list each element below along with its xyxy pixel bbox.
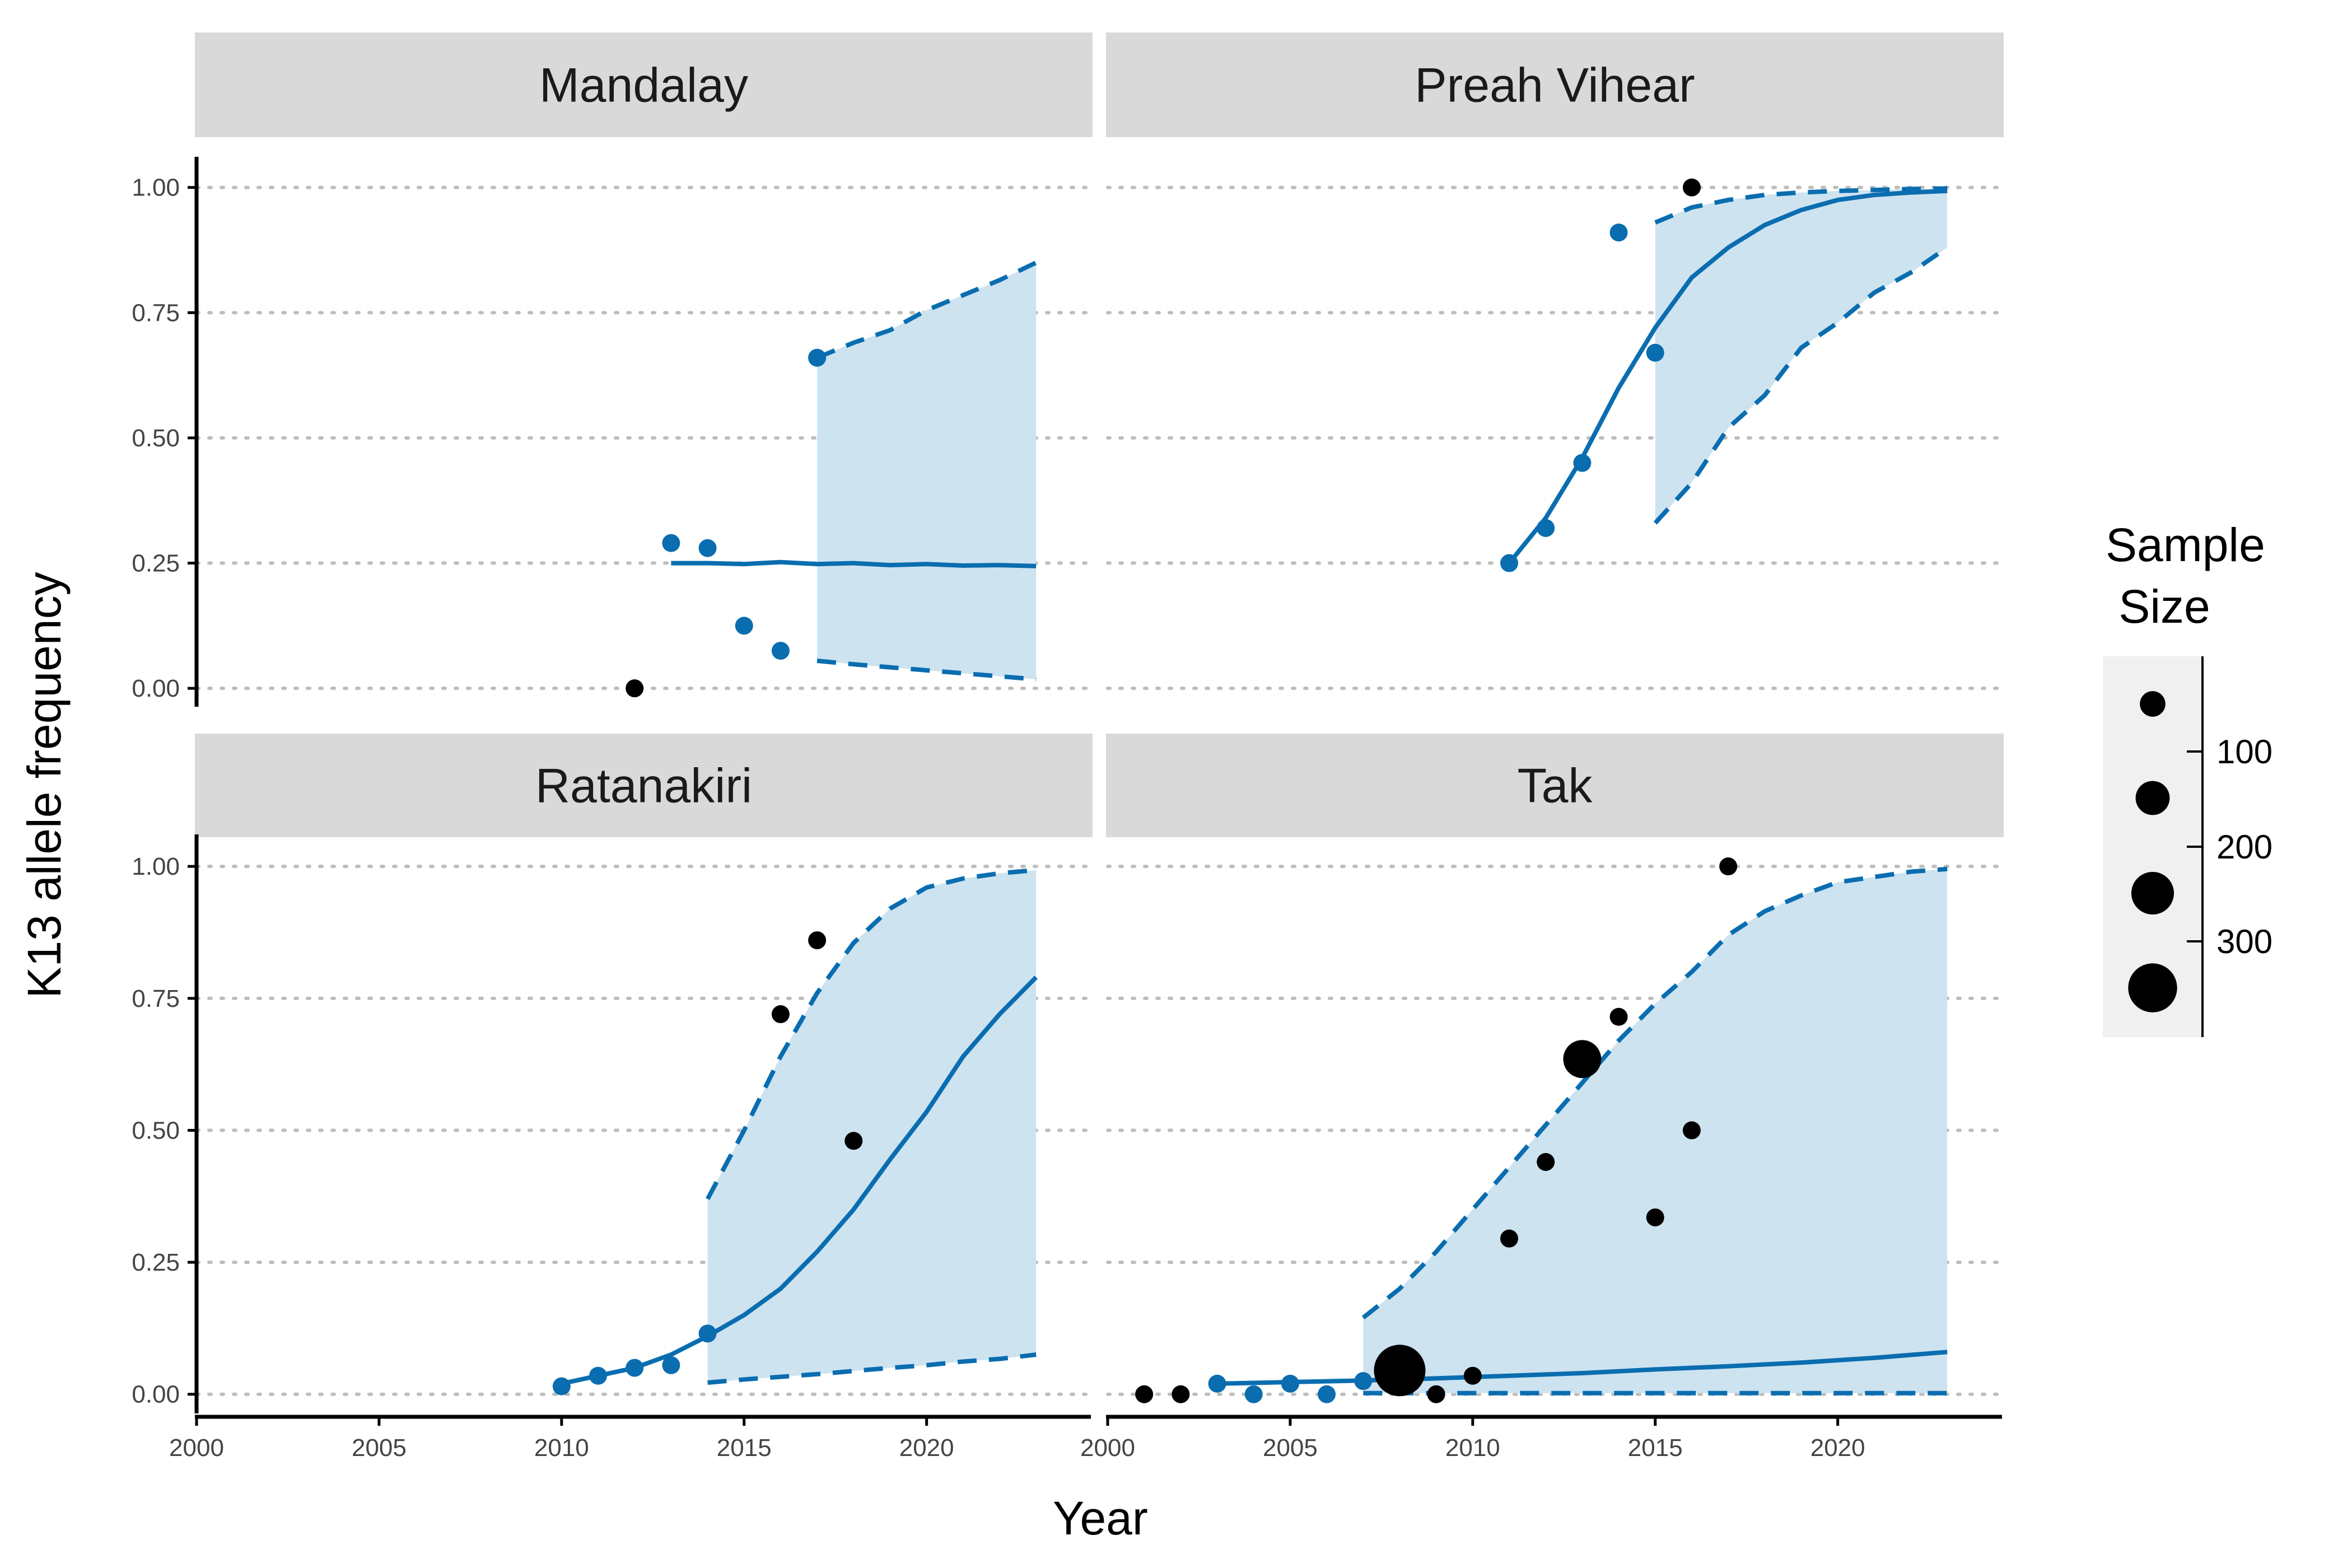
x-tick-label-col1-0: 2000 <box>1080 1434 1135 1462</box>
credible-ribbon-ratanakiri <box>707 870 1037 1383</box>
x-tick-label-col1-3: 2015 <box>1628 1434 1683 1462</box>
y-tick-label-row1-2: 0.50 <box>132 1117 180 1144</box>
data-point-tak-2001 <box>1135 1385 1154 1403</box>
x-tick-label-col0-2: 2010 <box>534 1434 589 1462</box>
data-point-tak-2005 <box>1281 1374 1299 1393</box>
data-point-ratanakiri-2011 <box>589 1366 608 1385</box>
data-point-mandalay-2012 <box>626 679 644 698</box>
x-tick-label-col0-0: 2000 <box>169 1434 224 1462</box>
data-point-preah-vihear-2012 <box>1537 519 1555 537</box>
strip-label-ratanakiri: Ratanakiri <box>535 759 752 813</box>
y-tick-label-row1-4: 1.00 <box>132 853 180 880</box>
y-tick-label-row1-1: 0.25 <box>132 1249 180 1276</box>
data-point-tak-2017 <box>1719 857 1738 876</box>
data-point-tak-2003 <box>1208 1374 1226 1393</box>
panel-mandalay: Mandalay <box>195 32 1093 698</box>
data-point-preah-vihear-2011 <box>1500 554 1519 572</box>
data-point-mandalay-2015 <box>735 617 753 635</box>
median-line-tak <box>1217 1350 1948 1386</box>
data-point-ratanakiri-2017 <box>808 931 827 950</box>
data-point-mandalay-2014 <box>698 539 717 557</box>
data-point-tak-2007 <box>1354 1372 1373 1390</box>
lower-bound-line-mandalay <box>816 659 1037 682</box>
strip-label-mandalay: Mandalay <box>539 59 748 113</box>
credible-ribbon-preah-vihear <box>1655 188 1948 523</box>
x-tick-label-col0-4: 2020 <box>899 1434 954 1462</box>
data-point-preah-vihear-2015 <box>1646 343 1664 362</box>
data-point-ratanakiri-2014 <box>698 1324 717 1343</box>
legend-label-200: 200 <box>2216 828 2272 866</box>
panel-ratanakiri: Ratanakiri <box>195 734 1093 1396</box>
upper-bound-line-tak <box>1361 866 1948 1320</box>
strip-mandalay <box>195 32 1093 137</box>
panel-preah-vihear: Preah Vihear <box>1106 32 2004 690</box>
strip-tak <box>1106 734 2004 837</box>
y-tick-label-row0-1: 0.25 <box>132 550 180 577</box>
upper-bound-line-ratanakiri <box>706 867 1037 1200</box>
credible-ribbon-mandalay <box>817 262 1037 680</box>
median-line-mandalay <box>671 559 1037 568</box>
data-point-tak-2015 <box>1646 1208 1664 1226</box>
legend-label-100: 100 <box>2216 733 2272 771</box>
upper-bound-line-mandalay <box>816 260 1037 360</box>
y-tick-label-row1-3: 0.75 <box>132 985 180 1012</box>
legend-title-line1: Sample <box>2106 519 2265 571</box>
x-tick-label-col1-4: 2020 <box>1810 1434 1865 1462</box>
data-point-ratanakiri-2018 <box>844 1132 863 1150</box>
data-point-ratanakiri-2010 <box>552 1377 571 1396</box>
data-point-preah-vihear-2014 <box>1609 223 1628 242</box>
legend-label-300: 300 <box>2216 923 2272 960</box>
axes-layer: 0.00 0.25 0.50 0.75 1.00 0.00 0.25 0.50 0.75 1.00… <box>132 157 2002 1462</box>
legend-key-min <box>2140 691 2166 717</box>
lower-bound-line-ratanakiri <box>707 1352 1037 1385</box>
x-tick-label-col1-2: 2010 <box>1445 1434 1500 1462</box>
data-point-mandalay-2016 <box>771 642 790 660</box>
data-point-tak-2002 <box>1172 1385 1190 1403</box>
panel-tak: Tak <box>1106 734 2004 1403</box>
y-tick-label-row0-4: 1.00 <box>132 174 180 202</box>
data-point-tak-2011 <box>1500 1229 1519 1248</box>
panels-layer: Mandalay Preah Vihear Ratanakiri Tak <box>195 32 2004 1403</box>
data-point-mandalay-2017 <box>808 348 827 367</box>
data-point-preah-vihear-2016 <box>1682 178 1701 197</box>
y-tick-label-row0-2: 0.50 <box>132 424 180 452</box>
legend-key-300 <box>2128 963 2177 1012</box>
data-point-mandalay-2013 <box>662 534 680 552</box>
data-point-tak-2016 <box>1682 1121 1701 1140</box>
y-axis-title: K13 allele frequency <box>18 572 71 998</box>
credible-ribbon-tak <box>1363 869 1948 1393</box>
y-tick-label-row1-0: 0.00 <box>132 1381 180 1408</box>
strip-ratanakiri <box>195 734 1093 837</box>
data-point-ratanakiri-2012 <box>626 1359 644 1377</box>
strip-label-preah-vihear: Preah Vihear <box>1415 59 1695 113</box>
data-point-tak-2004 <box>1244 1385 1263 1403</box>
legend-entries: 100 200 300 <box>2128 691 2272 1012</box>
data-point-tak-2006 <box>1318 1385 1336 1403</box>
data-point-preah-vihear-2013 <box>1573 454 1592 472</box>
legend-title-line2: Size <box>2106 580 2210 633</box>
strip-preah-vihear <box>1106 32 2004 137</box>
lower-bound-line-preah-vihear <box>1653 245 1949 525</box>
data-point-tak-2012 <box>1537 1152 1555 1171</box>
data-point-ratanakiri-2016 <box>771 1005 790 1024</box>
data-point-tak-2010 <box>1463 1366 1482 1385</box>
data-point-ratanakiri-2013 <box>662 1356 680 1374</box>
data-point-tak-2009 <box>1427 1385 1445 1403</box>
x-tick-label-col1-1: 2005 <box>1263 1434 1318 1462</box>
legend-key-200 <box>2131 871 2174 915</box>
data-point-tak-2008 <box>1374 1345 1426 1397</box>
legend-key-100 <box>2135 781 2170 815</box>
x-tick-label-col0-1: 2005 <box>352 1434 407 1462</box>
legend: Sample Size 100 200 300 <box>2103 519 2272 1037</box>
x-axis-title: Year <box>1053 1492 1148 1544</box>
y-tick-label-row0-3: 0.75 <box>132 299 180 326</box>
x-tick-label-col0-3: 2015 <box>717 1434 772 1462</box>
strip-label-tak: Tak <box>1518 759 1593 813</box>
y-tick-label-row0-0: 0.00 <box>132 675 180 702</box>
data-point-tak-2014 <box>1609 1007 1628 1026</box>
data-point-tak-2013 <box>1563 1040 1602 1079</box>
